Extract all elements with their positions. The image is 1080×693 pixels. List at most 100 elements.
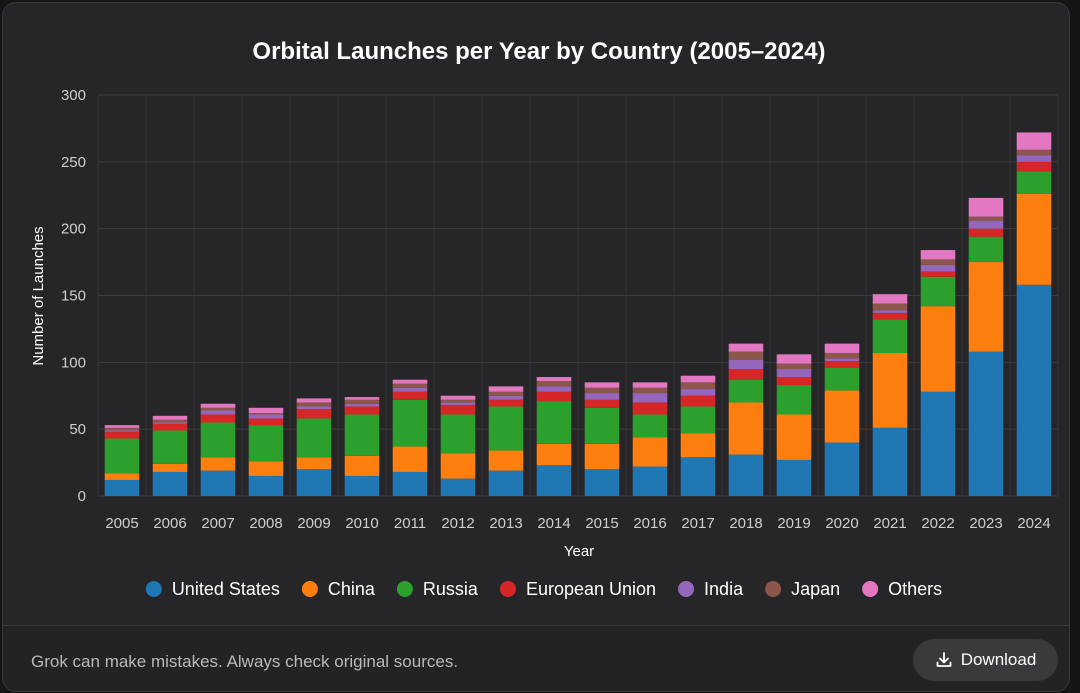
bar-segment-russia (968, 236, 1004, 263)
bar-segment-russia (632, 414, 668, 438)
bar-segment-united-states (152, 471, 188, 496)
bar-segment-united-states (584, 469, 620, 496)
bar-segment-china (824, 390, 860, 443)
bar-segment-china (536, 443, 572, 466)
bar-segment-european-union (344, 406, 380, 415)
bar-segment-japan (488, 391, 524, 396)
bar-segment-india (728, 359, 764, 370)
bar-segment-russia (248, 425, 284, 462)
legend-marker-japan (765, 581, 782, 597)
bar-stack-2023 (968, 197, 1004, 496)
bar-segment-russia (536, 401, 572, 444)
bar-segment-european-union (536, 391, 572, 402)
bar-segment-european-union (440, 405, 476, 415)
bar-segment-india (200, 410, 236, 415)
bar-segment-japan (824, 352, 860, 359)
bar-segment-russia (776, 385, 812, 415)
bar-stack-2013 (488, 386, 524, 496)
bar-segment-united-states (104, 479, 140, 496)
grid-lines (97, 94, 1059, 497)
bar-segment-european-union (248, 418, 284, 426)
x-tick-label: 2014 (537, 515, 570, 532)
bar-stack-2005 (104, 425, 140, 496)
y-tick-label: 150 (61, 288, 86, 305)
bar-segment-others (248, 407, 284, 414)
bar-segment-others (920, 250, 956, 260)
y-tick-label: 100 (61, 354, 86, 371)
legend: United States China Russia European Union In… (145, 579, 942, 599)
x-tick-label: 2021 (873, 515, 906, 532)
bar-segment-japan (1016, 149, 1052, 156)
bar-segment-india (536, 386, 572, 392)
bar-segment-japan (248, 413, 284, 415)
legend-label: India (704, 579, 744, 599)
bar-segment-european-union (104, 431, 140, 439)
bar-segment-japan (296, 402, 332, 407)
bar-segment-india (152, 422, 188, 424)
bar-segment-india (392, 387, 428, 392)
bar-segment-others (152, 415, 188, 420)
legend-label: Russia (423, 579, 479, 599)
download-button[interactable]: Download (913, 639, 1058, 681)
bar-stack-2021 (872, 294, 908, 496)
bar-segment-european-union (584, 399, 620, 408)
bar-stack-2018 (728, 343, 764, 496)
bar-segment-japan (632, 387, 668, 394)
bar-segment-china (344, 455, 380, 476)
bar-segment-others (392, 379, 428, 384)
y-tick-label: 200 (61, 221, 86, 238)
x-tick-label: 2023 (969, 515, 1002, 532)
legend-marker-united-states (145, 581, 162, 597)
x-tick-label: 2020 (825, 515, 858, 532)
bar-segment-european-union (920, 271, 956, 277)
bar-segment-united-states (632, 466, 668, 496)
bar-segment-japan (104, 427, 140, 431)
legend-marker-india (678, 581, 695, 597)
bar-segment-india (248, 414, 284, 419)
bar-segment-russia (152, 430, 188, 464)
bar-segment-china (584, 443, 620, 470)
bar-stack-2014 (536, 377, 572, 496)
bar-segment-others (440, 395, 476, 400)
bar-segment-russia (440, 414, 476, 454)
bar-segment-others (968, 197, 1004, 217)
bar-segment-india (872, 310, 908, 313)
bar-segment-european-union (296, 409, 332, 419)
bar-segment-united-states (824, 442, 860, 496)
bar-segment-india (104, 430, 140, 432)
bar-segment-china (392, 446, 428, 472)
bar-segment-india (1016, 155, 1052, 162)
bar-segment-others (200, 403, 236, 408)
bar-segment-united-states (776, 459, 812, 496)
x-tick-label: 2022 (921, 515, 954, 532)
legend-label: United States (172, 579, 280, 599)
bar-segment-china (152, 463, 188, 472)
bar-segment-india (776, 369, 812, 378)
bar-segment-others (584, 382, 620, 388)
bar-segment-european-union (392, 391, 428, 400)
bar-segment-russia (680, 406, 716, 434)
bar-segment-japan (440, 399, 476, 403)
x-tick-label: 2017 (681, 515, 714, 532)
bar-segment-others (824, 343, 860, 353)
bar-segment-united-states (488, 470, 524, 496)
bar-segment-india (632, 393, 668, 403)
x-tick-label: 2018 (729, 515, 762, 532)
bar-stack-2024 (1016, 132, 1052, 496)
bar-segment-european-union (728, 369, 764, 380)
bar-segment-japan (584, 387, 620, 394)
stacked-bar-chart: Orbital Launches per Year by Country (20… (30, 38, 1059, 599)
bar-segment-united-states (200, 470, 236, 496)
bar-segment-united-states (248, 475, 284, 496)
bar-segment-european-union (200, 414, 236, 423)
x-tick-label: 2015 (585, 515, 618, 532)
bar-segment-japan (872, 303, 908, 311)
download-icon (935, 651, 953, 669)
bar-segment-european-union (1016, 161, 1052, 172)
bar-segment-japan (392, 383, 428, 388)
x-tick-label: 2007 (201, 515, 234, 532)
x-tick-label: 2013 (489, 515, 522, 532)
bar-segment-india (488, 395, 524, 400)
x-tick-label: 2019 (777, 515, 810, 532)
bar-segment-united-states (1016, 284, 1052, 496)
